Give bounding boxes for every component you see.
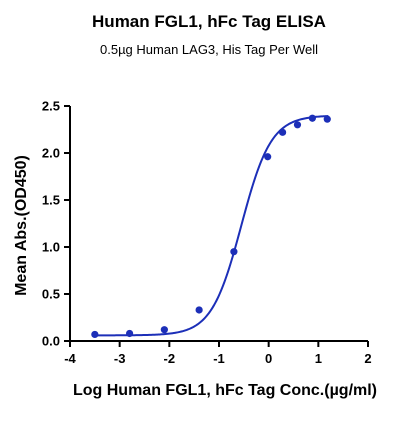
x-tick-label: 1 [315,351,322,366]
x-tick-label: -3 [114,351,126,366]
x-tick-label: -2 [164,351,176,366]
y-tick-label: 2.5 [42,99,60,114]
chart-title: Human FGL1, hFc Tag ELISA [92,12,326,31]
data-point [323,115,331,123]
x-tick-label: -1 [213,351,225,366]
data-point [230,248,238,256]
fit-curve-line [92,115,329,337]
x-tick-label: 0 [265,351,272,366]
chart-subtitle: 0.5µg Human LAG3, His Tag Per Well [100,42,318,57]
data-point [293,121,302,129]
y-axis-label: Mean Abs.(OD450) [13,155,30,296]
y-tick-label: 1.0 [42,240,60,255]
axes: 0.0 0.5 1.0 1.5 2.0 2.5 -4 -3 -2 -1 0 1 2 [42,99,372,367]
data-point [264,153,272,161]
y-tick-label: 2.0 [42,146,60,161]
x-tick-label: -4 [64,351,76,366]
data-point [91,330,99,339]
y-tick-label: 1.5 [42,193,60,208]
data-point [278,128,287,136]
fit-curve-layer [92,115,329,337]
y-tick-label: 0.0 [42,334,60,349]
y-tick-label: 0.5 [42,287,60,302]
data-point [195,306,203,314]
x-tick-label: 2 [364,351,371,366]
data-points-layer [91,114,331,339]
x-axis-label: Log Human FGL1, hFc Tag Conc.(µg/ml) [73,382,377,399]
data-point [308,114,316,122]
data-point [126,329,134,338]
data-point [160,326,168,334]
